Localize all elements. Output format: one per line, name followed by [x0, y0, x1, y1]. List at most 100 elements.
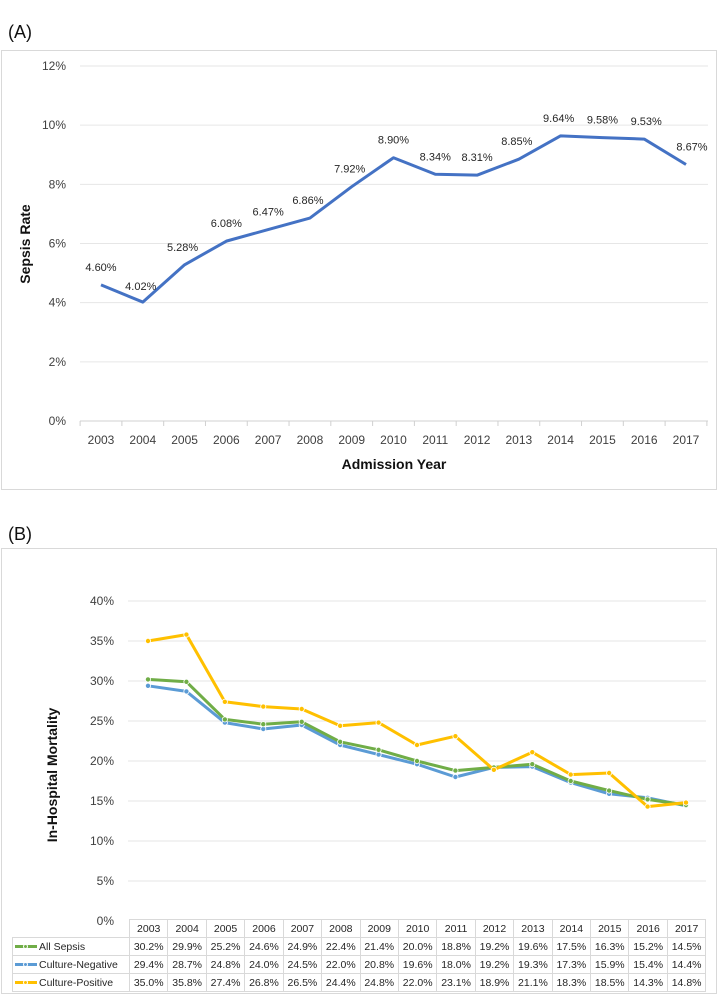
data-point-all-sepsis	[299, 719, 304, 724]
table-header-year: 2003	[130, 920, 168, 938]
legend-label: All Sepsis	[39, 941, 85, 953]
table-header-year: 2010	[398, 920, 436, 938]
data-point-culture-positive	[338, 723, 343, 728]
y-axis-title: In-Hospital Mortality	[44, 708, 60, 843]
table-header-year: 2007	[283, 920, 321, 938]
legend-label: Culture-Positive	[39, 977, 113, 989]
y-tick-label: 10%	[90, 834, 114, 848]
table-cell: 14.5%	[667, 938, 705, 956]
table-cell: 17.5%	[552, 938, 590, 956]
table-cell: 26.5%	[283, 974, 321, 992]
table-cell: 25.2%	[206, 938, 244, 956]
table-cell: 27.4%	[206, 974, 244, 992]
table-header-year: 2016	[629, 920, 667, 938]
y-tick-label: 30%	[90, 674, 114, 688]
data-point-all-sepsis	[645, 797, 650, 802]
table-cell: 24.4%	[322, 974, 360, 992]
legend-entry: All Sepsis	[13, 938, 130, 956]
legend-key-icon	[15, 963, 37, 966]
table-header-year: 2013	[514, 920, 552, 938]
table-cell: 15.9%	[591, 956, 629, 974]
table-cell: 14.4%	[667, 956, 705, 974]
y-tick-label: 35%	[90, 634, 114, 648]
table-cell: 20.8%	[360, 956, 398, 974]
data-point-culture-positive	[222, 699, 227, 704]
table-header-year: 2014	[552, 920, 590, 938]
data-point-culture-negative	[145, 683, 150, 688]
table-cell: 29.4%	[130, 956, 168, 974]
table-cell: 15.2%	[629, 938, 667, 956]
data-point-culture-negative	[184, 689, 189, 694]
data-point-culture-positive	[645, 804, 650, 809]
table-cell: 28.7%	[168, 956, 206, 974]
legend-entry: Culture-Positive	[13, 974, 130, 992]
table-cell: 18.8%	[437, 938, 475, 956]
data-point-all-sepsis	[453, 768, 458, 773]
table-header-year: 2008	[322, 920, 360, 938]
table-cell: 15.4%	[629, 956, 667, 974]
table-cell: 24.0%	[245, 956, 283, 974]
table-cell: 23.1%	[437, 974, 475, 992]
y-tick-label: 25%	[90, 714, 114, 728]
data-point-culture-positive	[530, 750, 535, 755]
data-point-culture-positive	[261, 704, 266, 709]
table-cell: 19.6%	[398, 956, 436, 974]
table-cell: 24.8%	[206, 956, 244, 974]
data-point-all-sepsis	[376, 747, 381, 752]
table-cell: 21.1%	[514, 974, 552, 992]
table-cell: 22.0%	[322, 956, 360, 974]
table-cell: 22.4%	[322, 938, 360, 956]
table-cell: 24.8%	[360, 974, 398, 992]
table-row: Culture-Positive 35.0%35.8%27.4%26.8%26.5…	[13, 974, 706, 992]
data-point-all-sepsis	[414, 758, 419, 763]
data-point-culture-positive	[491, 767, 496, 772]
table-header-year: 2009	[360, 920, 398, 938]
table-cell: 19.6%	[514, 938, 552, 956]
data-point-culture-positive	[453, 734, 458, 739]
table-cell: 22.0%	[398, 974, 436, 992]
data-point-culture-positive	[299, 706, 304, 711]
legend-key-icon	[15, 981, 37, 984]
table-cell: 24.5%	[283, 956, 321, 974]
table-header-year: 2006	[245, 920, 283, 938]
table-cell: 18.9%	[475, 974, 513, 992]
legend-key-icon	[15, 945, 37, 948]
data-point-culture-positive	[607, 770, 612, 775]
legend-label: Culture-Negative	[39, 959, 118, 971]
table-cell: 18.5%	[591, 974, 629, 992]
data-point-all-sepsis	[607, 788, 612, 793]
y-tick-label: 40%	[90, 594, 114, 608]
y-tick-label: 20%	[90, 754, 114, 768]
table-cell: 30.2%	[130, 938, 168, 956]
data-point-culture-positive	[376, 720, 381, 725]
table-cell: 14.8%	[667, 974, 705, 992]
table-header-year: 2005	[206, 920, 244, 938]
data-point-culture-positive	[184, 632, 189, 637]
table-cell: 24.9%	[283, 938, 321, 956]
data-point-all-sepsis	[530, 762, 535, 767]
table-cell: 16.3%	[591, 938, 629, 956]
table-cell: 35.8%	[168, 974, 206, 992]
data-point-all-sepsis	[145, 677, 150, 682]
table-cell: 18.0%	[437, 956, 475, 974]
data-point-culture-negative	[453, 774, 458, 779]
data-point-all-sepsis	[184, 679, 189, 684]
table-cell: 35.0%	[130, 974, 168, 992]
table-header-year: 2004	[168, 920, 206, 938]
legend-entry: Culture-Negative	[13, 956, 130, 974]
table-cell: 19.3%	[514, 956, 552, 974]
data-point-all-sepsis	[222, 717, 227, 722]
table-cell: 17.3%	[552, 956, 590, 974]
table-cell: 18.3%	[552, 974, 590, 992]
table-cell: 19.2%	[475, 956, 513, 974]
table-header-year: 2017	[667, 920, 705, 938]
table-cell: 21.4%	[360, 938, 398, 956]
table-header-year: 2011	[437, 920, 475, 938]
data-point-all-sepsis	[261, 722, 266, 727]
table-cell: 14.3%	[629, 974, 667, 992]
table-cell: 26.8%	[245, 974, 283, 992]
data-point-all-sepsis	[568, 778, 573, 783]
